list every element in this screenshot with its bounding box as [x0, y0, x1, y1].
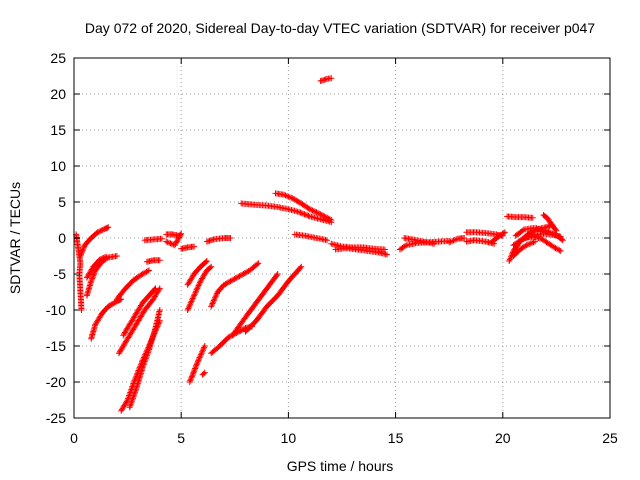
x-tick-label: 0 — [70, 430, 78, 446]
series-track-29 — [332, 245, 390, 258]
data-point-markers — [272, 190, 335, 223]
series-track-35 — [489, 229, 508, 245]
series-track-41 — [540, 212, 560, 234]
series-track-17 — [186, 343, 208, 385]
series-track-10 — [120, 285, 159, 339]
series-track-42 — [510, 238, 538, 259]
series-track-32 — [446, 235, 468, 246]
y-tick-label: -25 — [46, 410, 66, 426]
data-point-markers — [229, 271, 281, 339]
data-point-markers — [186, 343, 208, 385]
series-track-36 — [504, 213, 536, 221]
data-point-markers — [83, 253, 110, 281]
series-track-26 — [291, 231, 330, 244]
x-tick-label: 15 — [388, 430, 404, 446]
data-point-markers — [113, 267, 152, 303]
y-tick-label: 20 — [50, 86, 66, 102]
data-point-markers — [178, 243, 198, 252]
x-tick-label: 20 — [495, 430, 511, 446]
chart-title: Day 072 of 2020, Sidereal Day-to-day VTE… — [85, 20, 595, 36]
series-track-31 — [401, 235, 438, 247]
data-point-markers — [446, 235, 468, 246]
data-point-markers — [489, 229, 508, 245]
y-tick-label: -5 — [54, 266, 67, 282]
series-track-09 — [126, 307, 163, 411]
x-tick-label: 25 — [602, 430, 618, 446]
y-tick-label: 10 — [50, 158, 66, 174]
series-track-12 — [141, 235, 165, 244]
data-point-markers — [203, 235, 234, 245]
series-track-14 — [178, 243, 198, 252]
data-point-markers — [126, 307, 163, 411]
y-tick-label: 15 — [50, 122, 66, 138]
series-track-18 — [199, 369, 208, 378]
series-track-34 — [463, 237, 498, 247]
series-track-40 — [521, 233, 564, 254]
y-tick-label: 25 — [50, 50, 66, 66]
series-track-05 — [88, 296, 125, 342]
series-track-11 — [143, 257, 163, 265]
series-track-23 — [242, 263, 305, 335]
series-track-04 — [83, 253, 110, 281]
axis-ticks: 0 5 10 15 20 25 -25 -20 -15 -10 -5 0 5 10 15 20 25 — [46, 50, 618, 446]
y-tick-label: 5 — [58, 194, 66, 210]
series-track-24 — [238, 200, 335, 226]
y-axis-label: SDTVAR / TECUs — [7, 182, 23, 294]
series-track-27 — [317, 75, 335, 84]
data-points — [73, 75, 566, 414]
data-point-markers — [332, 245, 390, 258]
series-track-15 — [184, 258, 210, 288]
series-track-13 — [163, 230, 185, 249]
data-point-markers — [163, 230, 185, 249]
data-point-markers — [184, 258, 210, 288]
data-point-markers — [512, 224, 566, 244]
data-point-markers — [88, 296, 125, 342]
x-axis-label: GPS time / hours — [287, 458, 394, 474]
series-track-02 — [77, 224, 112, 259]
series-track-19 — [203, 235, 234, 245]
data-point-markers — [116, 285, 163, 357]
y-tick-label: -10 — [46, 302, 66, 318]
data-point-markers — [184, 263, 215, 313]
data-point-markers — [141, 235, 165, 244]
y-tick-label: 0 — [58, 230, 66, 246]
y-tick-label: -20 — [46, 374, 66, 390]
data-point-markers — [208, 260, 262, 310]
series-track-25 — [272, 190, 335, 223]
data-point-markers — [540, 212, 560, 234]
data-point-markers — [199, 369, 208, 378]
data-point-markers — [143, 257, 163, 265]
series-track-22 — [229, 271, 281, 339]
data-point-markers — [401, 235, 438, 247]
series-track-06 — [113, 267, 152, 303]
series-track-01 — [73, 231, 85, 313]
series-track-20 — [208, 260, 262, 310]
data-point-markers — [291, 231, 330, 244]
data-point-markers — [521, 233, 564, 254]
data-point-markers — [504, 213, 536, 221]
series-track-39 — [512, 224, 566, 244]
y-tick-label: -15 — [46, 338, 66, 354]
data-point-markers — [317, 75, 335, 84]
series-track-07 — [116, 285, 163, 357]
data-point-markers — [77, 224, 112, 259]
series-track-16 — [184, 263, 215, 313]
data-point-markers — [510, 238, 538, 259]
x-tick-label: 5 — [177, 430, 185, 446]
grid-lines — [74, 58, 610, 418]
data-point-markers — [120, 285, 159, 339]
data-point-markers — [242, 263, 305, 335]
data-point-markers — [73, 231, 85, 313]
data-point-markers — [463, 237, 498, 247]
x-tick-label: 10 — [281, 430, 297, 446]
data-point-markers — [238, 200, 335, 226]
